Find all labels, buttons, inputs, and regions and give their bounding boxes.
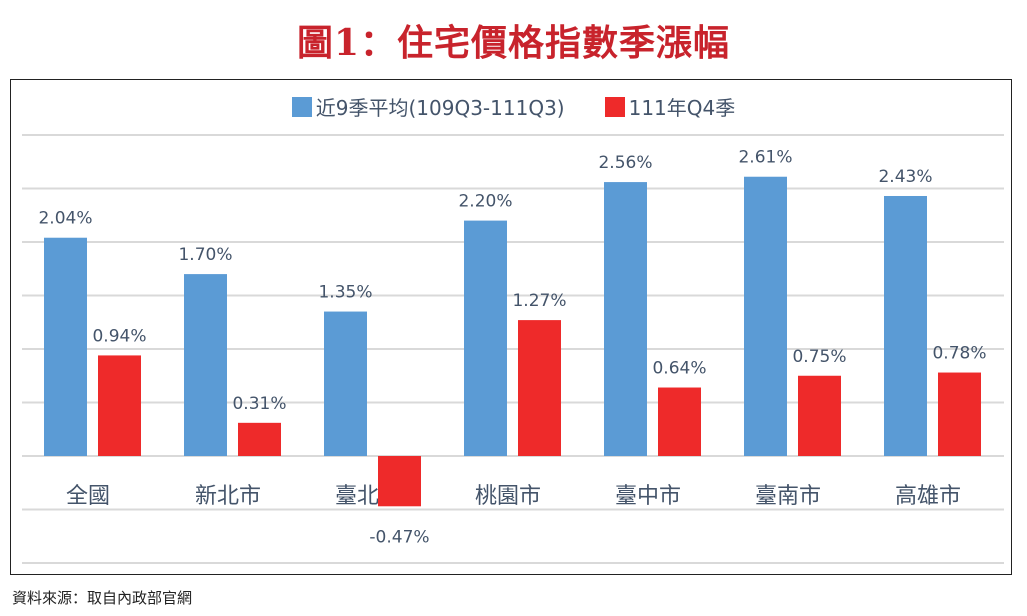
bar-avg: [184, 274, 227, 456]
legend-label-avg: 近9季平均(109Q3-111Q3): [315, 96, 565, 120]
data-label: 1.70%: [178, 245, 232, 265]
data-label: 0.31%: [232, 394, 286, 414]
legend-swatch-q4: [604, 96, 625, 117]
bar-avg: [464, 220, 507, 456]
bar-q4: [98, 355, 141, 456]
data-label: 2.61%: [738, 148, 792, 168]
category-label: 桃園市: [475, 484, 541, 509]
bar-q4: [798, 375, 841, 456]
data-label: 2.04%: [38, 209, 92, 229]
data-label: 2.43%: [878, 167, 932, 187]
legend-label-q4: 111年Q4季: [628, 96, 736, 120]
data-label: 0.64%: [652, 359, 706, 379]
legend-swatch-avg: [291, 96, 312, 117]
category-label: 全國: [66, 484, 110, 509]
category-label: 臺中市: [615, 484, 681, 509]
data-label: 2.56%: [598, 153, 652, 173]
data-label: 0.75%: [792, 347, 846, 367]
data-label: 2.20%: [458, 192, 512, 212]
chart-title: 圖1：住宅價格指數季漲幅: [296, 22, 731, 64]
bar-q4: [938, 372, 981, 456]
bar-q4: [238, 422, 281, 456]
data-label: 1.35%: [318, 283, 372, 303]
chart-panel: [10, 79, 1012, 575]
category-label: 臺南市: [755, 484, 821, 509]
data-label: 0.94%: [92, 326, 146, 346]
data-label: -0.47%: [369, 527, 429, 547]
data-label: 1.27%: [512, 291, 566, 311]
legend-item-q4: 111年Q4季: [604, 92, 736, 121]
bar-avg: [44, 237, 87, 456]
category-label: 新北市: [195, 484, 261, 509]
bar-q4: [518, 320, 561, 456]
legend-item-avg: 近9季平均(109Q3-111Q3): [291, 92, 565, 121]
bar-q4: [658, 387, 701, 456]
bar-avg: [744, 176, 787, 457]
legend: 近9季平均(109Q3-111Q3) 111年Q4季: [0, 92, 1027, 121]
bar-avg: [884, 195, 927, 457]
data-label: 0.78%: [932, 344, 986, 364]
bar-avg: [324, 311, 367, 456]
category-label: 高雄市: [895, 484, 961, 509]
bar-q4: [378, 456, 421, 507]
source-note: 資料來源：取自內政部官網: [12, 589, 193, 607]
bar-avg: [604, 182, 647, 456]
